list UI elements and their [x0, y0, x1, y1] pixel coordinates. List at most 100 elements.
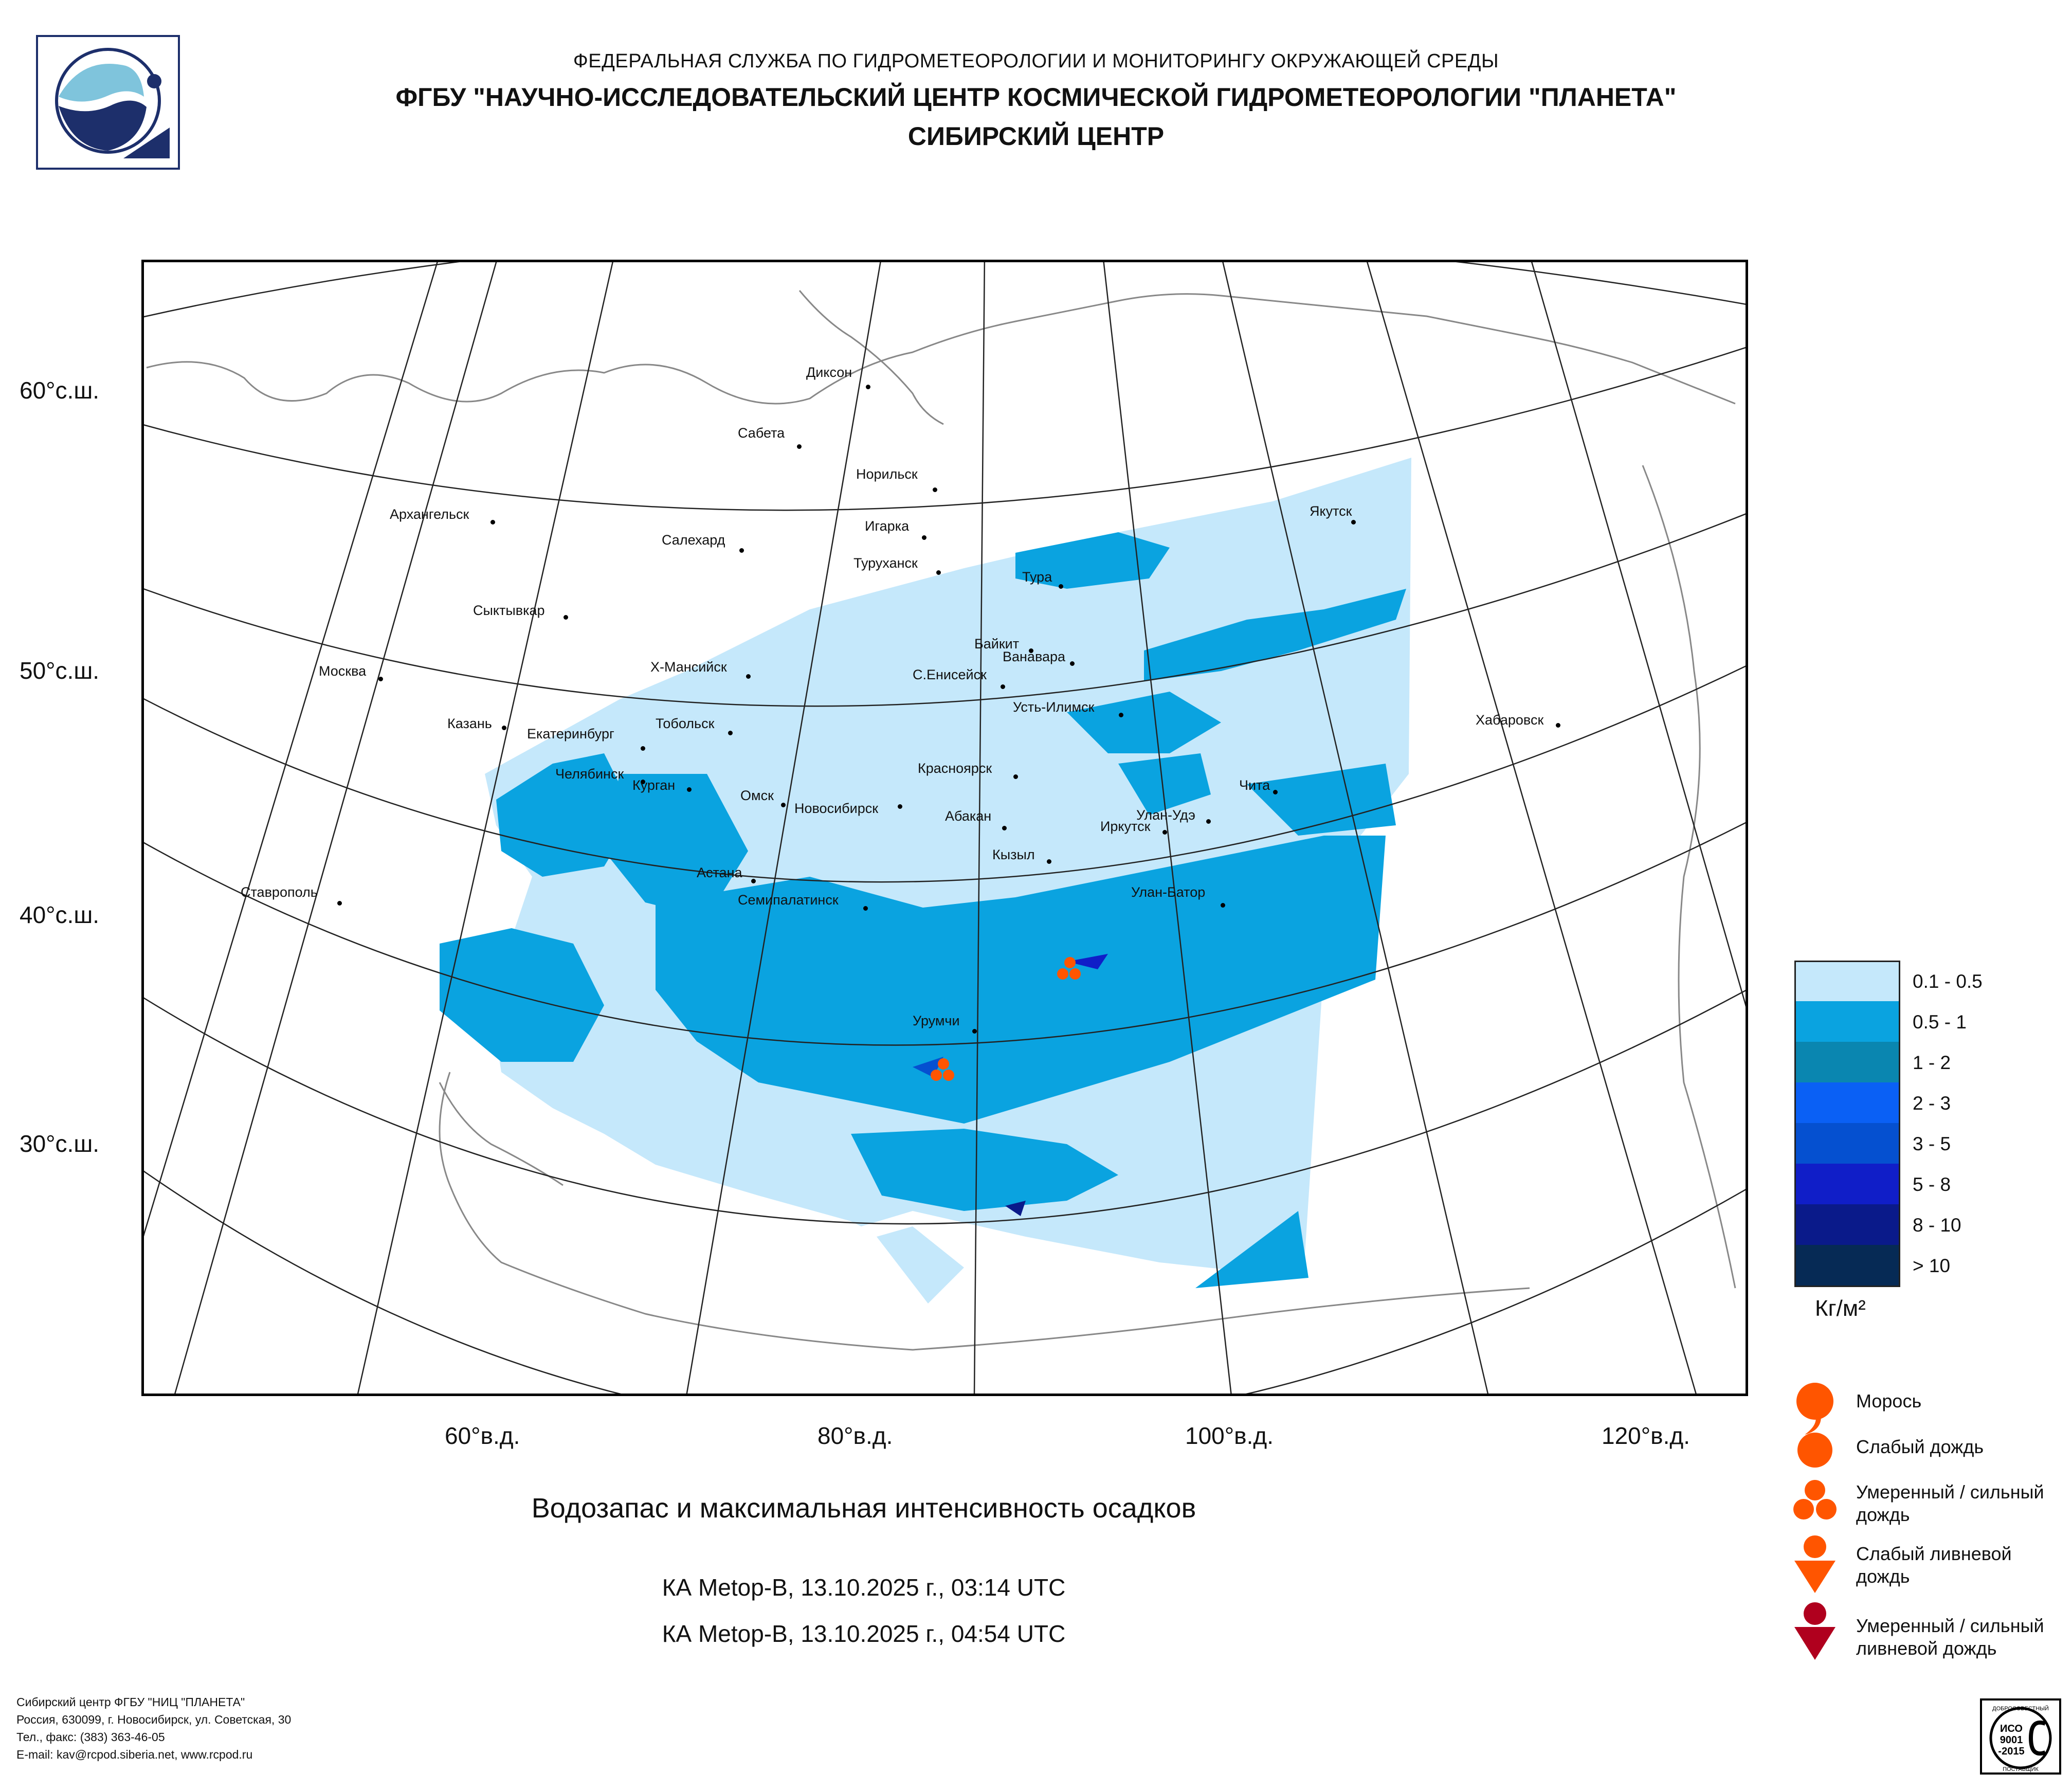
legend-swatch [1794, 1245, 1900, 1287]
city-label: Челябинск [555, 766, 624, 782]
footer-line-email: E-mail: kav@rcpod.siberia.net, www.rcpod… [16, 1748, 253, 1761]
city-dot [728, 731, 733, 735]
lat-label-50: 50°с.ш. [20, 657, 100, 684]
light-shower-icon [1794, 1535, 1835, 1593]
symbol-label-light-rain: Слабый дождь [1856, 1436, 1984, 1457]
map-border [141, 259, 1749, 1397]
city-dot [1059, 584, 1063, 589]
city-label: Архангельск [390, 506, 469, 522]
city-label: Казань [447, 716, 492, 731]
city-label: Чита [1239, 777, 1270, 793]
pass-2: КА Metop-B, 13.10.2025 г., 04:54 UTC [662, 1620, 1066, 1647]
city-dot [687, 787, 692, 792]
legend-bin: 0.1 - 0.5 [1794, 961, 2062, 1003]
city-label: Урумчи [913, 1013, 960, 1028]
city-dot [1002, 826, 1007, 830]
iso-line2: 9001 [2000, 1734, 2023, 1746]
city-label: Норильск [856, 466, 918, 482]
city-label: Салехард [662, 532, 725, 548]
city-dot [751, 879, 756, 883]
symbol-legend-icons [1793, 1383, 1837, 1660]
legend-bin: 8 - 10 [1794, 1204, 2062, 1245]
footer-line-phone: Тел., факс: (383) 363-46-05 [16, 1730, 165, 1744]
lon-label-80: 80°в.д. [817, 1422, 893, 1449]
city-label: Тура [1022, 569, 1052, 585]
coastlines [146, 290, 1736, 1351]
city-label: Улан-Батор [1131, 884, 1206, 900]
symbol-label-moderate-rain: Умеренный / сильный дождь [1856, 1481, 2044, 1525]
city-dot [641, 780, 645, 784]
city-dot [1013, 774, 1018, 779]
lat-label-60: 60°с.ш. [20, 377, 100, 404]
legend-bin-label: 0.1 - 0.5 [1913, 971, 1983, 992]
symbol-label-drizzle: Морось [1856, 1390, 1922, 1412]
graticule [141, 260, 1748, 1396]
city-dot [502, 726, 506, 730]
city-label: Новосибирск [794, 801, 879, 816]
legend-swatch [1794, 1001, 1900, 1042]
iso-line3: -2015 [1998, 1746, 2024, 1757]
drizzle-icon [1796, 1383, 1833, 1435]
city-label: Семипалатинск [738, 892, 839, 908]
city-label: С.Енисейск [913, 667, 987, 682]
city-dot [1351, 520, 1356, 524]
legend-bin-label: 8 - 10 [1913, 1215, 1961, 1236]
city-dot [739, 548, 744, 553]
lon-label-100: 100°в.д. [1185, 1422, 1274, 1449]
lon-label-60: 60°в.д. [445, 1422, 520, 1449]
city-dot [863, 906, 868, 911]
city-dot [1206, 819, 1211, 824]
city-dot [922, 535, 926, 540]
lat-label-40: 40°с.ш. [20, 901, 100, 928]
city-dot [1556, 723, 1560, 728]
city-label: Кызыл [992, 847, 1035, 862]
city-dot [1221, 903, 1225, 908]
city-dot [866, 385, 870, 389]
city-dot [1119, 713, 1123, 717]
legend-bin-label: 0.5 - 1 [1913, 1011, 1967, 1033]
city-label: Астана [697, 865, 742, 880]
legend-bin: > 10 [1794, 1245, 2062, 1287]
legend-swatch [1794, 961, 1900, 1003]
footer-line-address: Россия, 630099, г. Новосибирск, ул. Сове… [16, 1713, 292, 1726]
footer-line-org: Сибирский центр ФГБУ "НИЦ "ПЛАНЕТА" [16, 1695, 245, 1709]
iso-line1: ИСО [2000, 1723, 2023, 1734]
city-label: Туруханск [853, 555, 918, 571]
city-dot [797, 444, 802, 449]
legend-bin: 1 - 2 [1794, 1042, 2062, 1082]
city-dot [933, 487, 937, 492]
legend-swatch [1794, 1123, 1900, 1164]
lon-label-120: 120°в.д. [1602, 1422, 1690, 1449]
heavy-shower-icon [1794, 1602, 1835, 1660]
city-dot [1162, 830, 1167, 835]
city-label: Курган [632, 777, 676, 793]
legend-scale: 0.1 - 0.5 0.5 - 1 1 - 2 2 - 3 3 - 5 5 - 8 8 - … [1794, 961, 2062, 1287]
legend-swatch [1794, 1082, 1900, 1123]
city-label: Диксон [806, 365, 852, 380]
city-label: Якутск [1310, 503, 1352, 519]
city-dot [490, 520, 495, 524]
precip-swath [440, 458, 1411, 1304]
city-label: Тобольск [656, 716, 715, 731]
lat-label-30: 30°с.ш. [20, 1130, 100, 1157]
legend-bin-label: 2 - 3 [1913, 1093, 1951, 1114]
city-dot [1029, 648, 1033, 653]
city-dot [972, 1029, 977, 1034]
city-dot [936, 570, 941, 575]
city-dot [746, 674, 751, 679]
light-rain-icon [1797, 1433, 1832, 1468]
header-institute: ФГБУ "НАУЧНО-ИССЛЕДОВАТЕЛЬСКИЙ ЦЕНТР КОС… [395, 83, 1677, 112]
legend-bin-label: > 10 [1913, 1255, 1951, 1276]
legend-bin: 0.5 - 1 [1794, 1001, 2062, 1042]
city-label: Сыктывкар [473, 603, 545, 618]
city-dot [337, 901, 342, 906]
iso-bottom-text: ПОСТАВЩИК [2003, 1766, 2039, 1772]
city-dot [1047, 859, 1051, 864]
city-dot [1070, 661, 1075, 666]
header-center: СИБИРСКИЙ ЦЕНТР [907, 122, 1165, 151]
city-label: Иркутск [1100, 819, 1151, 834]
header-agency: ФЕДЕРАЛЬНАЯ СЛУЖБА ПО ГИДРОМЕТЕОРОЛОГИИ … [573, 50, 1499, 72]
iso-top-text: ДОБРОСОВЕСТНЫЙ [1992, 1705, 2049, 1712]
legend-swatch [1794, 1042, 1900, 1082]
city-label: Усть-Илимск [1013, 699, 1095, 715]
